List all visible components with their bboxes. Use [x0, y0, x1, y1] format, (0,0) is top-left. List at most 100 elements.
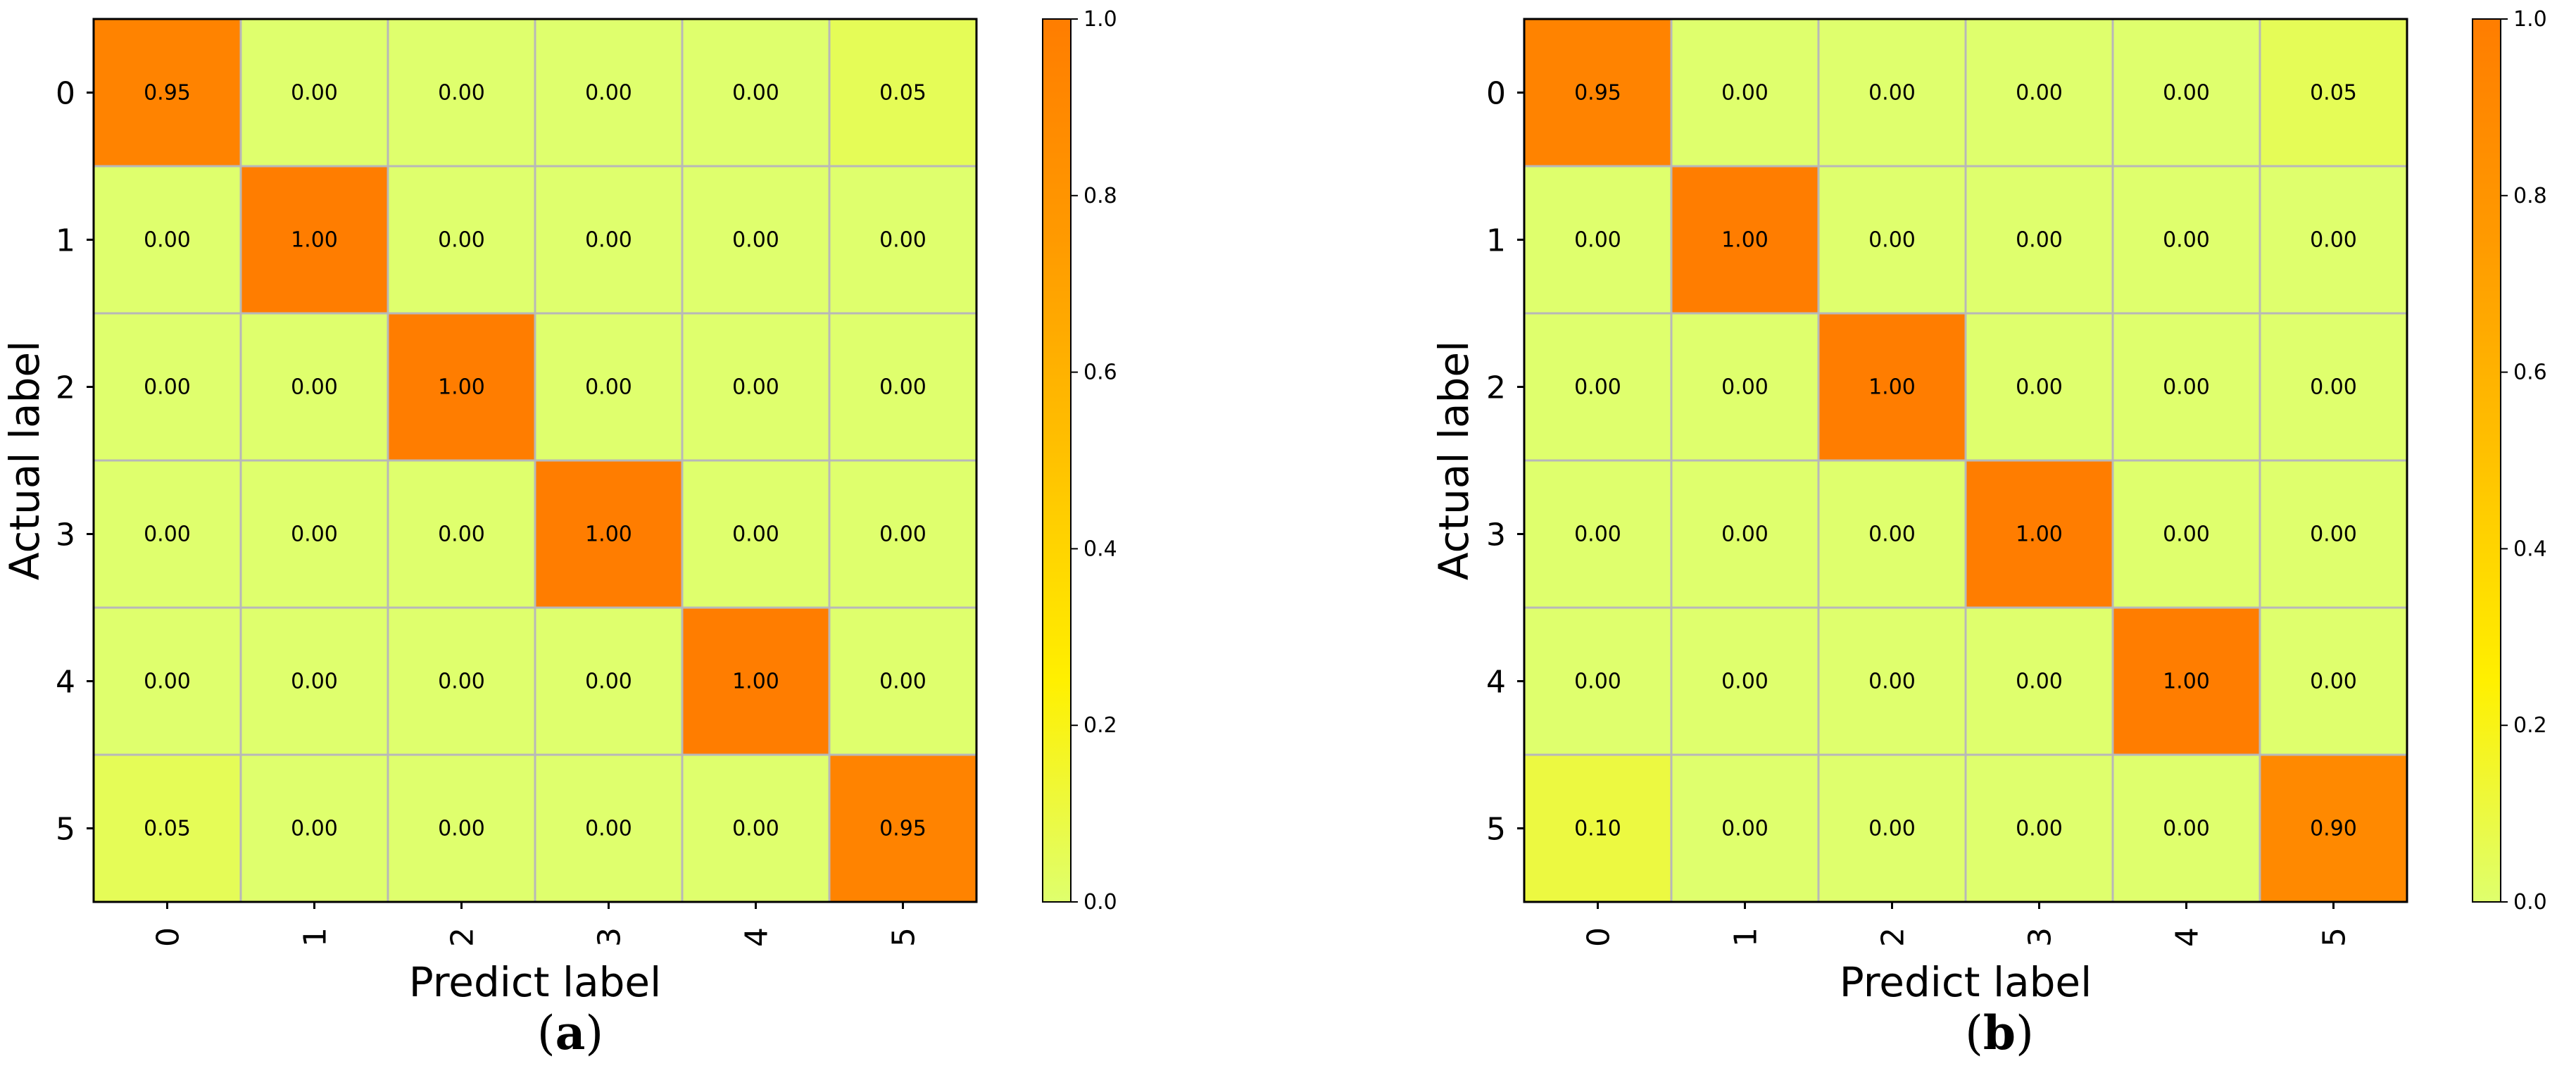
caption-paren-close: ) [585, 1006, 603, 1060]
cell-value-label: 0.00 [732, 522, 779, 547]
heatmap-cell [1523, 606, 1673, 756]
heatmap-cell [1670, 606, 1820, 756]
x-tick-label: 5 [2317, 927, 2353, 947]
cell-value-label: 0.00 [2310, 228, 2357, 253]
heatmap-cell [534, 18, 684, 168]
heatmap-cell [387, 459, 536, 609]
plot-frame [1523, 18, 2408, 903]
cell-value-label: 1.00 [732, 670, 779, 694]
cell-value-label: 0.05 [144, 817, 191, 841]
heatmap-cell [1964, 312, 2114, 462]
colorbar-tick-label: 0.6 [1083, 360, 1117, 385]
cell-value-label: 0.00 [2016, 670, 2063, 694]
cell-value-label: 0.00 [2163, 81, 2210, 106]
heatmap-cell [92, 606, 242, 756]
heatmap-cell [387, 606, 536, 756]
cell-value-label: 1.00 [1721, 228, 1768, 253]
y-tick-label: 5 [56, 812, 75, 848]
heatmap-cell [681, 459, 831, 609]
heatmap-cell [534, 606, 684, 756]
x-tick-label: 3 [2023, 927, 2059, 947]
cell-value-label: 0.00 [438, 817, 485, 841]
panel-caption: (b) [1965, 1005, 2034, 1060]
cell-value-label: 0.00 [438, 670, 485, 694]
heatmap-cell [2111, 312, 2261, 462]
cell-value-label: 0.00 [291, 522, 338, 547]
cell-value-label: 0.00 [1574, 375, 1621, 400]
heatmap-cell [828, 165, 978, 315]
x-tick-label: 4 [739, 927, 775, 947]
y-tick-label: 5 [1486, 812, 1506, 848]
x-tick-label: 3 [592, 927, 628, 947]
cell-value-label: 0.00 [585, 228, 632, 253]
heatmap-cell [534, 312, 684, 462]
cell-value-label: 0.00 [1721, 375, 1768, 400]
heatmap-cell [1670, 459, 1820, 609]
y-tick-label: 2 [56, 370, 75, 406]
cell-value-label: 0.00 [732, 81, 779, 106]
cell-value-label: 0.95 [879, 817, 926, 841]
heatmap-cell [828, 312, 978, 462]
cell-value-label: 0.00 [732, 817, 779, 841]
cell-value-label: 0.00 [2310, 522, 2357, 547]
cell-value-label: 0.05 [2310, 81, 2357, 106]
heatmap-panel-b: 0.95 0.00 0.00 0.00 0.00 0.050.00 1.00 0.00 0.00… [1430, 7, 2547, 1060]
x-tick-label: 2 [445, 927, 481, 947]
cell-value-label: 0.00 [1574, 670, 1621, 694]
x-tick-label: 0 [1581, 927, 1617, 947]
x-tick-label: 4 [2170, 927, 2206, 947]
cell-value-label: 0.00 [291, 81, 338, 106]
cell-value-label: 1.00 [2163, 670, 2210, 694]
cell-value-label: 0.00 [2163, 375, 2210, 400]
cell-value-label: 0.00 [879, 522, 926, 547]
cell-value-label: 0.00 [585, 81, 632, 106]
heatmap-cell [828, 18, 978, 168]
heatmap-cell [92, 753, 242, 903]
heatmap-cell [2111, 18, 2261, 168]
y-tick-label: 4 [1486, 665, 1506, 701]
colorbar-gradient [2472, 18, 2501, 903]
heatmap-cell [1523, 18, 1673, 168]
cell-value-label: 0.00 [1574, 228, 1621, 253]
y-tick-label: 1 [1486, 223, 1506, 259]
caption-paren-close: ) [2016, 1006, 2034, 1060]
heatmap-cell [92, 459, 242, 609]
heatmap-cell [828, 753, 978, 903]
heatmap-cell [2111, 606, 2261, 756]
cell-value-label: 0.00 [438, 81, 485, 106]
cell-value-label: 0.00 [1868, 670, 1916, 694]
cell-value-label: 0.90 [2310, 817, 2357, 841]
colorbar-tick-label: 1.0 [2513, 7, 2547, 32]
heatmap-cell [1964, 606, 2114, 756]
cell-value-label: 0.00 [879, 228, 926, 253]
cell-value-label: 1.00 [291, 228, 338, 253]
x-tick-label: 1 [1728, 927, 1764, 947]
colorbar-tick-label: 0.4 [1083, 536, 1117, 561]
heatmap-cell [92, 18, 242, 168]
heatmap-cell [2258, 459, 2408, 609]
heatmap-cell [1523, 753, 1673, 903]
cell-value-label: 0.00 [291, 670, 338, 694]
cell-value-label: 0.00 [1868, 81, 1916, 106]
cell-value-label: 0.00 [144, 375, 191, 400]
cell-value-label: 0.00 [2016, 817, 2063, 841]
heatmap-cell [2111, 459, 2261, 609]
y-tick-label: 3 [1486, 517, 1506, 553]
cell-value-label: 0.00 [2163, 228, 2210, 253]
cell-value-label: 0.00 [291, 817, 338, 841]
cell-value-label: 0.00 [2310, 375, 2357, 400]
colorbar-tick-label: 0.0 [1083, 890, 1117, 915]
x-tick-label: 2 [1876, 927, 1911, 947]
x-tick-label: 5 [886, 927, 922, 947]
cell-value-label: 0.00 [1721, 522, 1768, 547]
cell-value-label: 0.00 [144, 670, 191, 694]
cell-value-label: 0.00 [1868, 522, 1916, 547]
cell-value-label: 0.05 [879, 81, 926, 106]
cell-value-label: 0.00 [732, 375, 779, 400]
cell-value-label: 0.00 [1721, 670, 1768, 694]
panel-caption: (a) [537, 1005, 603, 1060]
heatmap-cell [1523, 459, 1673, 609]
x-axis-label: Predict label [1840, 958, 2092, 1006]
cell-value-label: 1.00 [2016, 522, 2063, 547]
